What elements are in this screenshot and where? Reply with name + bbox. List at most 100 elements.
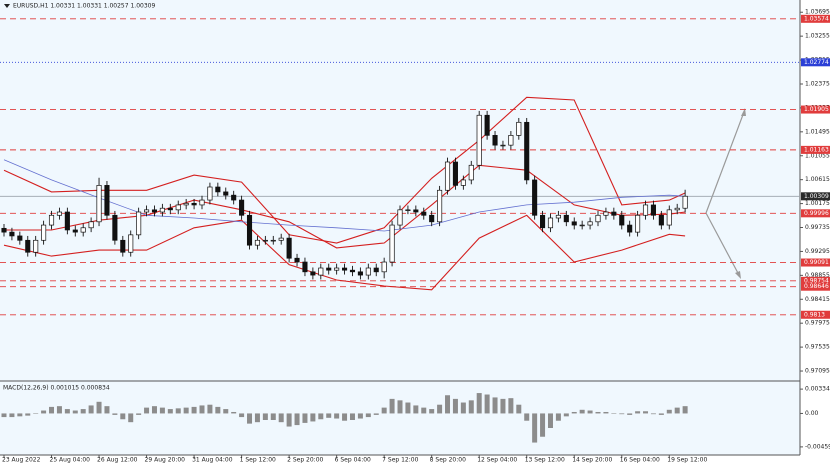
macd-bar [357, 413, 363, 419]
macd-bar [643, 411, 649, 414]
candle-body [571, 221, 577, 226]
candle-body [48, 214, 55, 226]
candle-body [508, 135, 514, 146]
macd-bar [397, 400, 403, 414]
macd-bar [136, 413, 142, 415]
candle-body [136, 211, 142, 236]
candle-body [175, 204, 181, 211]
candle-body [302, 261, 308, 273]
candle-body [500, 144, 506, 147]
macd-bar [445, 395, 451, 414]
macd-y-tick-label: 0.003343 [805, 386, 830, 393]
macd-bar [199, 405, 205, 414]
macd-bar [373, 413, 379, 415]
macd-bar [619, 413, 625, 415]
x-tick-label: 2 Sep 20:00 [287, 457, 323, 464]
x-tick-label: 8 Sep 20:00 [430, 457, 466, 464]
menu-arrow[interactable] [4, 4, 10, 8]
macd-bar [183, 407, 189, 414]
macd-bar [80, 409, 86, 414]
candle-body [17, 235, 23, 241]
macd-bar [302, 413, 308, 423]
macd-bar [286, 413, 292, 427]
candle-body [120, 239, 126, 253]
macd-label: MACD(12,26,9) 0.001015 0.000834 [3, 385, 110, 392]
macd-bar [349, 413, 355, 420]
macd-bar [476, 393, 482, 414]
macd-bar [294, 413, 300, 426]
macd-bar [579, 409, 585, 414]
candle-body [658, 214, 664, 226]
candle-body [421, 211, 427, 216]
candle-body [587, 221, 593, 226]
candle-body [674, 207, 680, 211]
candle-body [104, 185, 110, 216]
macd-bar [318, 413, 324, 420]
level-label: 0.99996 [804, 210, 829, 217]
macd-bar [635, 411, 641, 414]
candle-body [682, 195, 688, 209]
y-tick-label: 0.97975 [805, 320, 830, 327]
candle-body [349, 269, 356, 273]
y-tick-label: 1.03695 [805, 9, 830, 16]
candle-body [270, 239, 276, 242]
candle-body [183, 202, 189, 206]
macd-bar [215, 406, 221, 414]
candle-body [56, 211, 62, 216]
level-label: 0.98754 [804, 277, 829, 284]
x-tick-label: 13 Sep 12:00 [525, 457, 565, 464]
candle-body [239, 199, 245, 216]
macd-bar [658, 413, 664, 415]
symbol-header: EURUSD,H1 1.00331 1.00331 1.00257 1.0030… [13, 3, 155, 10]
macd-bar [41, 410, 47, 414]
macd-bar [254, 413, 260, 423]
x-tick-label: 6 Sep 04:00 [335, 457, 371, 464]
candle-body [627, 224, 633, 233]
macd-bar [25, 413, 31, 416]
macd-bar [247, 413, 253, 424]
candle-body [33, 239, 39, 253]
macd-bar [389, 398, 395, 414]
macd-bar [96, 401, 102, 414]
macd-bar [120, 413, 126, 420]
level-label: 1.02774 [804, 59, 829, 66]
x-tick-label: 29 Aug 20:00 [145, 457, 186, 464]
macd-bar [381, 407, 387, 414]
candle-body [215, 186, 221, 193]
macd-bar [326, 413, 332, 418]
macd-y-tick-label: -0.004595 [805, 443, 830, 450]
macd-bar [104, 406, 110, 414]
macd-bar [666, 409, 672, 414]
candle-body [357, 271, 363, 276]
candle-body [524, 121, 530, 181]
candle-body [603, 211, 609, 216]
y-tick-label: 0.98415 [805, 296, 830, 303]
macd-bar [500, 398, 506, 414]
candle-body [579, 224, 585, 227]
candle-body [278, 237, 284, 241]
candle-body [25, 239, 31, 253]
y-tick-label: 1.02375 [805, 80, 830, 87]
macd-bar [17, 413, 23, 417]
candle-body [563, 214, 569, 223]
macd-bar [128, 413, 134, 423]
candle-body [540, 214, 546, 229]
macd-bar [555, 413, 561, 421]
candle-body [191, 202, 197, 206]
candle-body [405, 209, 411, 211]
candle-body [199, 199, 205, 206]
y-tick-label: 0.97535 [805, 344, 830, 351]
macd-bar [587, 410, 593, 414]
macd-bar [563, 413, 569, 417]
candle-body [223, 191, 229, 196]
macd-bar [167, 409, 173, 414]
macd-bar [278, 413, 284, 423]
candle-body [326, 267, 332, 271]
macd-bar [56, 406, 62, 414]
arrow-down [705, 212, 740, 276]
macd-bar [468, 400, 474, 414]
macd-bar [64, 409, 70, 414]
candle-body [666, 209, 672, 226]
level-label: 1.01163 [804, 146, 829, 153]
